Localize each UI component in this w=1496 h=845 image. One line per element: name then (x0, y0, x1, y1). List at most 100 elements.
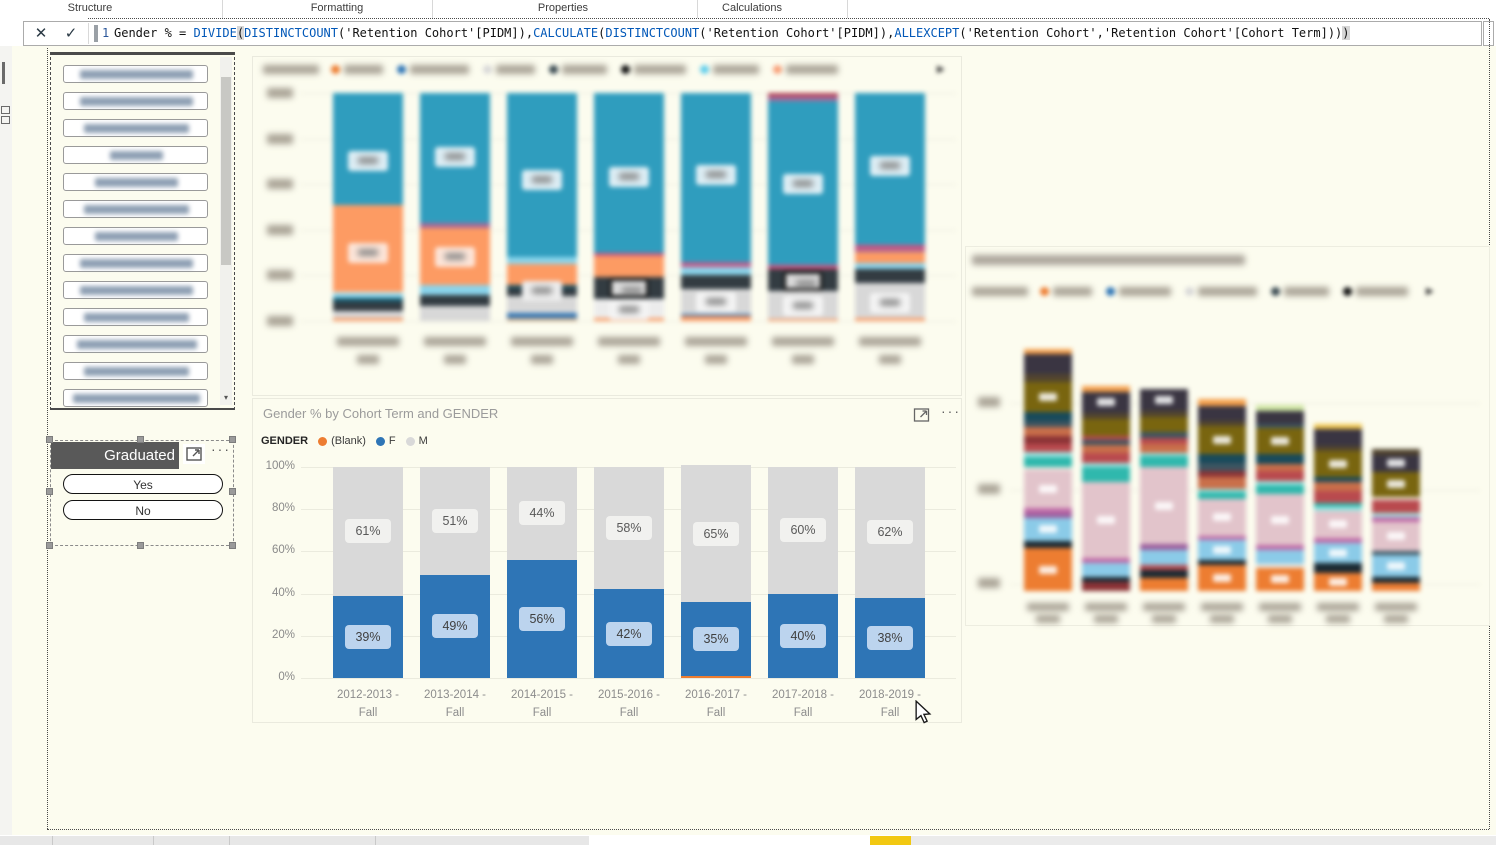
bar-segment[interactable] (1024, 457, 1072, 468)
graduated-slicer[interactable]: Graduated ··· Yes No (50, 440, 234, 546)
bar-segment[interactable] (1140, 444, 1188, 454)
bar-segment[interactable] (1140, 411, 1188, 417)
selection-handle[interactable] (46, 436, 53, 443)
slicer-list-item[interactable] (63, 119, 208, 137)
bar-segment[interactable] (855, 269, 925, 284)
bar-segment[interactable] (1256, 404, 1304, 412)
bar-segment[interactable] (1372, 499, 1420, 514)
bar-segment[interactable] (855, 262, 925, 270)
legend-item[interactable]: (Blank) (318, 435, 366, 447)
bar-segment[interactable] (1024, 452, 1072, 458)
bar-segment[interactable] (1256, 411, 1304, 425)
bar-segment[interactable] (1198, 420, 1246, 427)
bar-segment[interactable] (1024, 507, 1072, 513)
bar-segment[interactable] (1140, 565, 1188, 570)
bar-segment[interactable] (1256, 464, 1304, 471)
bar-segment[interactable] (420, 294, 490, 307)
bar-segment[interactable] (1140, 455, 1188, 467)
bar-segment[interactable] (1140, 432, 1188, 438)
slicer-list-item[interactable] (63, 389, 208, 407)
slicer-list-item[interactable] (63, 362, 208, 380)
collapsed-pane-handle-icon[interactable] (2, 62, 5, 84)
slicer-list-item[interactable] (63, 281, 208, 299)
bar-segment[interactable] (1024, 420, 1072, 428)
slicer-list-item[interactable] (63, 65, 208, 83)
bar-segment[interactable] (1256, 481, 1304, 485)
bar-segment[interactable] (333, 298, 403, 302)
formula-scroll-thumb[interactable] (94, 25, 98, 42)
bar-segment[interactable] (1314, 537, 1362, 543)
bar-segment[interactable] (507, 263, 577, 286)
bar-segment[interactable] (1198, 489, 1246, 493)
bar-segment[interactable] (681, 264, 751, 268)
slicer-list-item[interactable] (63, 308, 208, 326)
bar-segment[interactable] (1082, 563, 1130, 578)
bar-segment[interactable] (1082, 440, 1130, 445)
bar-segment[interactable] (1198, 535, 1246, 541)
bar-segment[interactable] (681, 267, 751, 276)
bar-segment[interactable] (1024, 354, 1072, 375)
legend-scroll-arrow-icon[interactable]: ▶ (937, 64, 945, 75)
bar-segment[interactable] (1314, 563, 1362, 573)
bar-segment[interactable] (1314, 490, 1362, 503)
bar-segment[interactable] (1140, 453, 1188, 456)
bar-segment[interactable] (1024, 512, 1072, 518)
selection-handle[interactable] (229, 488, 236, 495)
bar-segment[interactable] (1082, 463, 1130, 467)
bar-segment[interactable] (1372, 496, 1420, 500)
term-slicer[interactable]: ▾ (50, 52, 235, 410)
slicer-list-item[interactable] (63, 254, 208, 272)
bar-segment[interactable] (1024, 435, 1072, 444)
bar-segment[interactable] (1140, 549, 1188, 566)
slicer-scrollbar[interactable]: ▾ (220, 57, 232, 405)
bar-segment[interactable] (1082, 581, 1130, 591)
bar-segment[interactable] (333, 292, 403, 299)
graduated-option-no[interactable]: No (63, 500, 223, 520)
bar-segment[interactable] (681, 261, 751, 264)
bar-segment[interactable] (1314, 502, 1362, 507)
bar-segment[interactable] (1140, 577, 1188, 591)
bar-segment[interactable] (1140, 437, 1188, 445)
bar-segment[interactable] (1256, 545, 1304, 550)
bar-segment[interactable] (1024, 467, 1072, 470)
bar-segment[interactable] (1314, 429, 1362, 446)
more-options-icon[interactable]: ··· (211, 441, 231, 457)
ethnicity-count-chart[interactable]: ▶ (965, 246, 1490, 626)
bar-segment[interactable] (1198, 399, 1246, 406)
selection-handle[interactable] (229, 542, 236, 549)
bar-segment[interactable] (1082, 386, 1130, 392)
slicer-list-item[interactable] (63, 92, 208, 110)
bar-segment[interactable] (1256, 484, 1304, 495)
bar-segment[interactable] (333, 317, 403, 321)
selection-handle[interactable] (46, 542, 53, 549)
bar-segment[interactable] (1082, 444, 1130, 453)
bar-segment[interactable] (681, 676, 751, 678)
bar-segment[interactable] (1372, 517, 1420, 522)
bar-segment[interactable] (681, 275, 751, 290)
scrollbar-down-arrow-icon[interactable]: ▾ (223, 393, 228, 402)
slicer-list-item[interactable] (63, 227, 208, 245)
selection-handle[interactable] (46, 488, 53, 495)
bar-segment[interactable] (1314, 445, 1362, 451)
top-stacked-chart[interactable]: ▶ (252, 56, 962, 396)
dax-formula-input[interactable]: Gender % = DIVIDE(DISTINCTCOUNT('Retenti… (114, 22, 1350, 45)
bar-segment[interactable] (1372, 583, 1420, 591)
bar-segment[interactable] (768, 265, 838, 269)
bar-segment[interactable] (1256, 470, 1304, 482)
bar-segment[interactable] (681, 314, 751, 317)
slicer-list-item[interactable] (63, 173, 208, 191)
bar-segment[interactable] (1372, 550, 1420, 556)
bar-segment[interactable] (1140, 569, 1188, 578)
bar-segment[interactable] (1024, 443, 1072, 453)
legend-scroll-arrow-icon[interactable]: ▶ (1426, 286, 1434, 297)
bar-segment[interactable] (594, 252, 664, 256)
bar-segment[interactable] (1024, 540, 1072, 549)
bar-segment[interactable] (507, 312, 577, 318)
focus-mode-icon[interactable] (183, 444, 205, 464)
bar-segment[interactable] (1314, 506, 1362, 512)
bar-segment[interactable] (507, 317, 577, 321)
bar-segment[interactable] (768, 318, 838, 321)
page-thumbnail-icon[interactable] (1, 116, 10, 124)
legend-item[interactable]: M (405, 435, 428, 447)
bar-segment[interactable] (855, 317, 925, 321)
